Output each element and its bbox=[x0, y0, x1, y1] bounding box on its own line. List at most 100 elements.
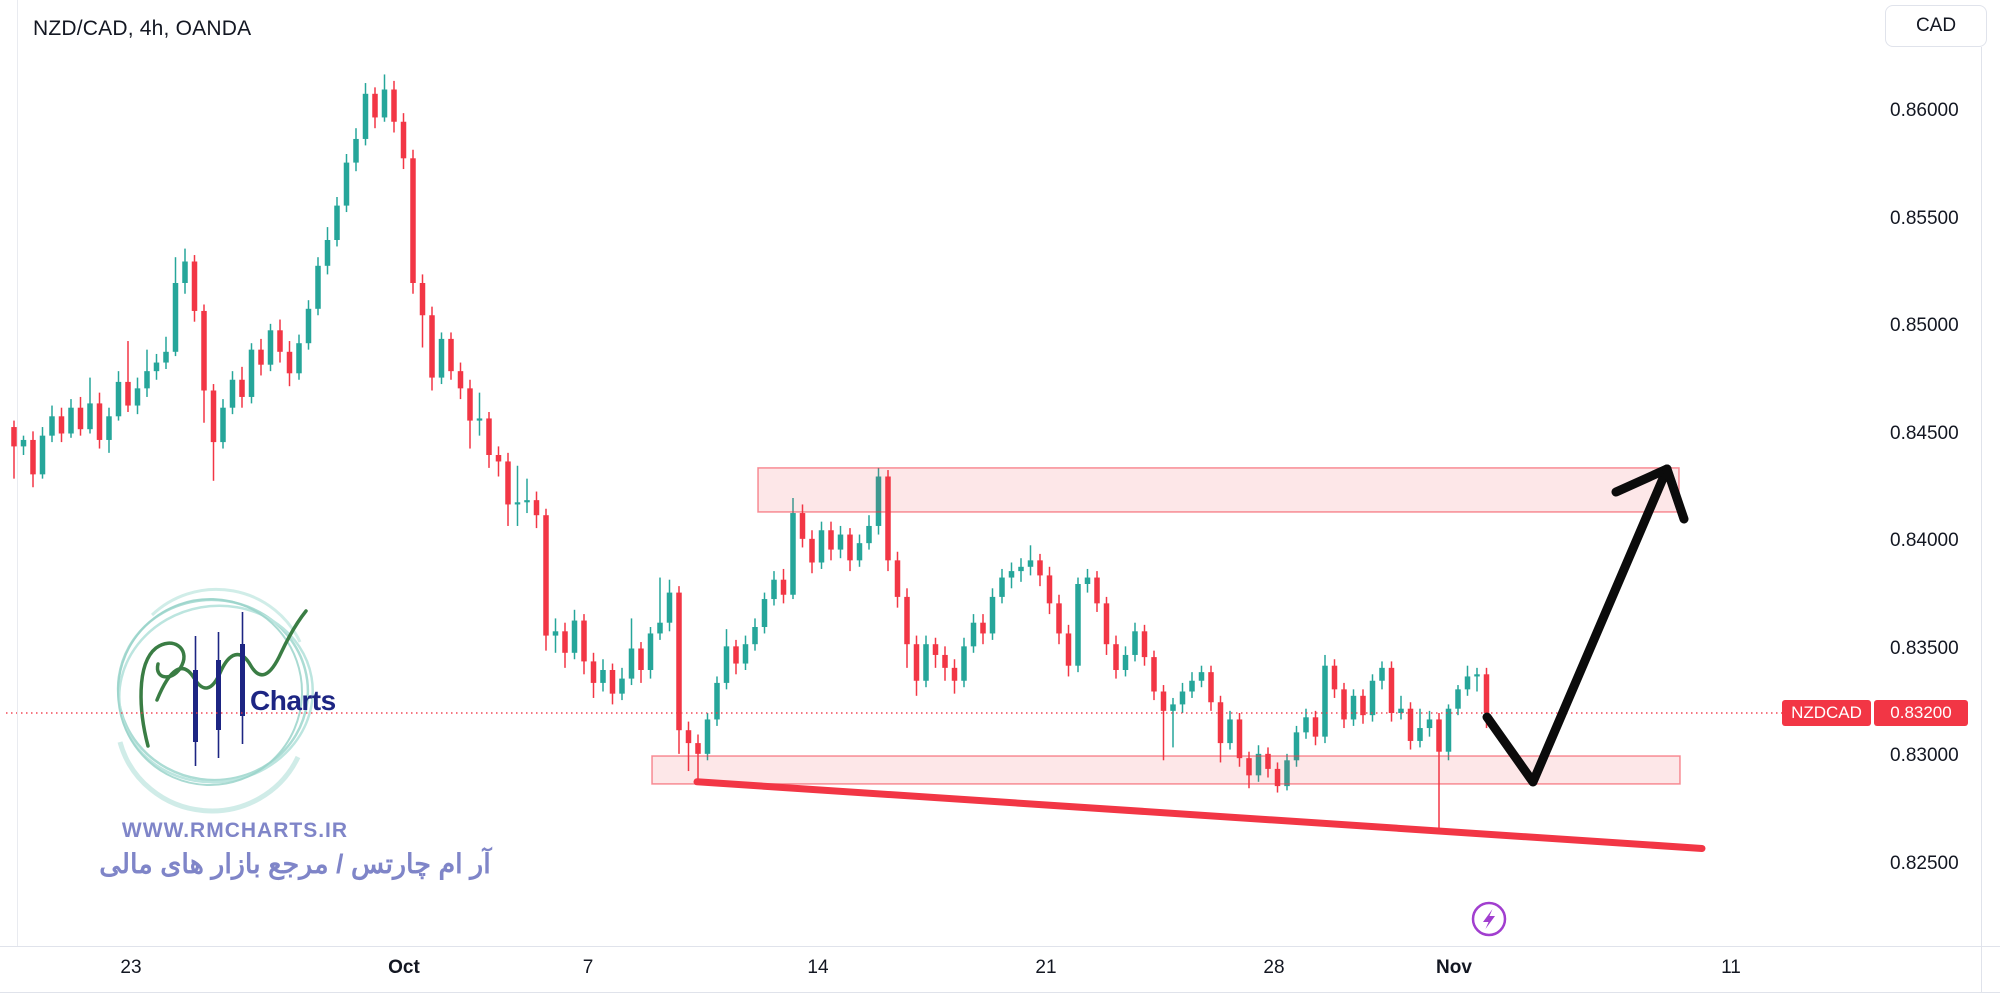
candle[interactable] bbox=[172, 257, 179, 357]
candle[interactable] bbox=[543, 508, 549, 651]
candle[interactable] bbox=[1322, 654, 1328, 744]
candle[interactable] bbox=[68, 399, 74, 438]
candle[interactable] bbox=[153, 353, 160, 380]
candle[interactable] bbox=[1122, 646, 1129, 677]
candle[interactable] bbox=[448, 332, 454, 380]
candle[interactable] bbox=[1198, 665, 1205, 688]
candle[interactable] bbox=[923, 635, 929, 688]
candle[interactable] bbox=[989, 588, 996, 640]
candle[interactable] bbox=[410, 149, 416, 294]
candle[interactable] bbox=[695, 734, 701, 784]
descending-trendline[interactable] bbox=[693, 778, 1706, 852]
candle[interactable] bbox=[571, 609, 578, 660]
candle[interactable] bbox=[961, 637, 967, 688]
candle[interactable] bbox=[277, 319, 283, 363]
candle[interactable] bbox=[866, 515, 872, 550]
candle[interactable] bbox=[96, 392, 103, 449]
candle[interactable] bbox=[980, 614, 986, 645]
candle[interactable] bbox=[818, 521, 825, 569]
candle[interactable] bbox=[533, 491, 540, 529]
candle[interactable] bbox=[429, 306, 435, 391]
candle[interactable] bbox=[1379, 661, 1385, 690]
candle[interactable] bbox=[1426, 710, 1433, 737]
candle[interactable] bbox=[666, 579, 673, 632]
candle[interactable] bbox=[685, 721, 692, 772]
candlestick-series[interactable] bbox=[11, 74, 1490, 832]
candle[interactable] bbox=[1132, 622, 1138, 662]
candle[interactable] bbox=[182, 248, 188, 294]
candle[interactable] bbox=[343, 154, 350, 213]
candle[interactable] bbox=[514, 465, 521, 526]
candle[interactable] bbox=[1255, 745, 1262, 782]
demand-zone[interactable] bbox=[651, 755, 1681, 785]
candle[interactable] bbox=[1436, 713, 1442, 832]
candle[interactable] bbox=[1227, 710, 1233, 750]
candle[interactable] bbox=[600, 659, 606, 692]
candle[interactable] bbox=[267, 323, 274, 372]
candle[interactable] bbox=[286, 341, 293, 387]
candle[interactable] bbox=[1084, 568, 1091, 593]
candle[interactable] bbox=[11, 420, 17, 479]
candle[interactable] bbox=[932, 637, 939, 668]
candle[interactable] bbox=[125, 341, 131, 412]
candle[interactable] bbox=[115, 371, 122, 421]
candle[interactable] bbox=[828, 521, 834, 561]
candle[interactable] bbox=[362, 83, 369, 146]
candle[interactable] bbox=[1141, 624, 1148, 666]
candle[interactable] bbox=[742, 635, 749, 670]
candle[interactable] bbox=[837, 525, 844, 559]
candle[interactable] bbox=[1189, 672, 1195, 698]
candle[interactable] bbox=[372, 87, 378, 129]
projection-arrow-shaft[interactable] bbox=[1482, 464, 1672, 787]
candle[interactable] bbox=[562, 622, 568, 668]
candle[interactable] bbox=[552, 618, 559, 653]
candle[interactable] bbox=[913, 635, 920, 696]
candle[interactable] bbox=[210, 384, 217, 481]
candle[interactable] bbox=[790, 498, 796, 600]
candle[interactable] bbox=[942, 646, 948, 681]
candle[interactable] bbox=[1369, 674, 1376, 722]
candle[interactable] bbox=[885, 470, 891, 572]
candle[interactable] bbox=[856, 534, 863, 567]
candle[interactable] bbox=[1398, 695, 1404, 720]
candle[interactable] bbox=[1455, 685, 1461, 716]
candle[interactable] bbox=[476, 392, 483, 436]
candle[interactable] bbox=[609, 663, 616, 705]
candle[interactable] bbox=[1027, 545, 1034, 576]
candle[interactable] bbox=[58, 407, 65, 443]
candle[interactable] bbox=[1293, 725, 1300, 767]
candle[interactable] bbox=[1160, 685, 1167, 761]
candle[interactable] bbox=[1312, 710, 1319, 746]
candle[interactable] bbox=[1075, 577, 1081, 673]
candle[interactable] bbox=[315, 257, 321, 316]
candle[interactable] bbox=[1274, 762, 1281, 793]
candle[interactable] bbox=[144, 349, 150, 397]
candle[interactable] bbox=[1008, 562, 1015, 589]
candle[interactable] bbox=[30, 431, 36, 488]
candle[interactable] bbox=[1417, 708, 1423, 748]
candle[interactable] bbox=[248, 343, 255, 404]
candle[interactable] bbox=[1445, 704, 1452, 761]
candle[interactable] bbox=[1388, 661, 1395, 722]
candle[interactable] bbox=[951, 659, 958, 694]
candle[interactable] bbox=[1179, 682, 1186, 713]
candle[interactable] bbox=[49, 405, 55, 443]
candle[interactable] bbox=[20, 435, 27, 455]
candle[interactable] bbox=[1170, 697, 1176, 748]
candle[interactable] bbox=[191, 255, 198, 322]
candle[interactable] bbox=[419, 274, 426, 348]
candle[interactable] bbox=[77, 396, 84, 436]
candle[interactable] bbox=[676, 586, 682, 754]
candle[interactable] bbox=[704, 713, 711, 761]
candle[interactable] bbox=[1113, 635, 1119, 679]
candle[interactable] bbox=[524, 478, 530, 514]
candle[interactable] bbox=[1037, 553, 1043, 587]
candle[interactable] bbox=[391, 80, 397, 133]
candle[interactable] bbox=[894, 551, 901, 608]
candle[interactable] bbox=[1331, 659, 1338, 698]
candle[interactable] bbox=[486, 412, 492, 468]
lightning-icon[interactable] bbox=[1471, 901, 1507, 937]
candle[interactable] bbox=[581, 614, 587, 675]
symbol-legend[interactable]: NZD/CAD, 4h, OANDA bbox=[33, 17, 252, 40]
